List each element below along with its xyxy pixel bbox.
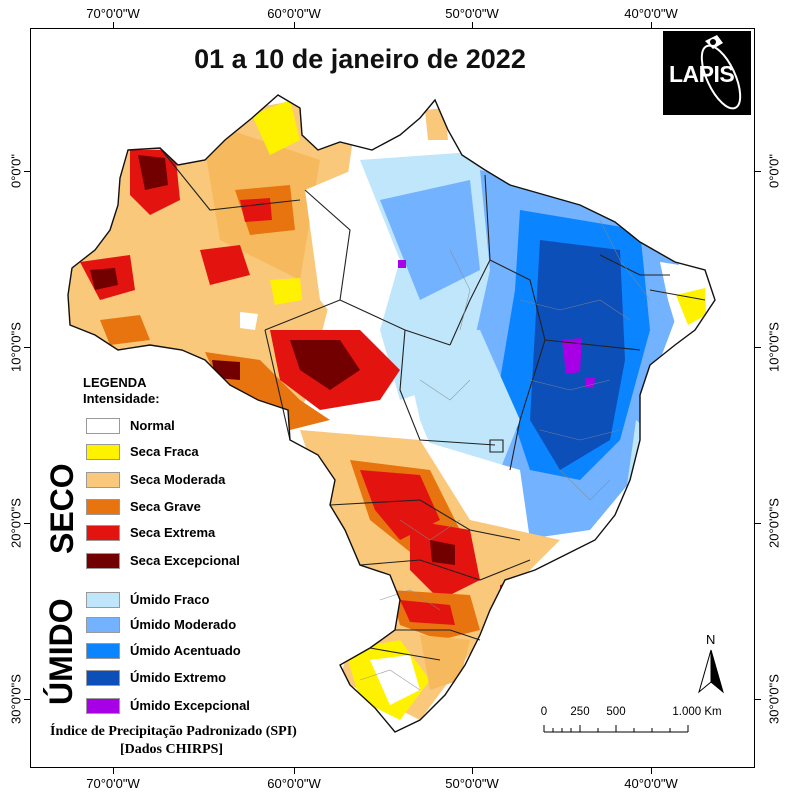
- legend-label: Úmido Excepcional: [130, 698, 250, 713]
- scale-bar-graphic: [543, 725, 689, 733]
- legend-swatch: [86, 553, 120, 569]
- longitude-label-bottom-50w: 50°0'0"W: [445, 776, 499, 791]
- legend-label: Seca Excepcional: [130, 553, 240, 568]
- north-arrow-icon: [698, 649, 724, 694]
- frame-tick: [651, 22, 652, 28]
- municipal-borders: [359, 219, 651, 691]
- lapis-logo: LAPIS: [663, 31, 751, 115]
- frame-tick: [755, 523, 761, 524]
- legend-label: Úmido Extremo: [130, 670, 227, 685]
- legend-label: Úmido Acentuado: [130, 643, 241, 658]
- spi-data-source: [Dados CHIRPS]: [120, 742, 224, 757]
- longitude-label-top-40w: 40°0'0"W: [624, 6, 678, 21]
- legend-swatch: [86, 698, 120, 714]
- frame-tick: [755, 347, 761, 348]
- satellite-icon: [700, 35, 742, 110]
- frame-tick: [651, 768, 652, 774]
- spi-index-title: Índice de Precipitação Padronizado (SPI): [50, 724, 297, 739]
- legend-label: Úmido Fraco: [130, 592, 210, 607]
- longitude-label-top-70w: 70°0'0"W: [86, 6, 140, 21]
- legend-swatch: [86, 592, 120, 608]
- legend-label: Seca Fraca: [130, 444, 199, 459]
- legend-label: Úmido Moderado: [130, 617, 237, 632]
- north-label: N: [706, 632, 716, 647]
- frame-tick: [24, 347, 30, 348]
- legend-label: Seca Moderada: [130, 472, 226, 487]
- frame-tick: [472, 768, 473, 774]
- scale-bar: 0 250 500 1.000 Km: [540, 706, 740, 746]
- logo-text: LAPIS: [669, 61, 735, 87]
- legend-swatch: [86, 525, 120, 541]
- legend-label: Seca Grave: [130, 499, 201, 514]
- legend-swatch: [86, 472, 120, 488]
- frame-tick: [472, 22, 473, 28]
- scale-label-0: 0: [540, 706, 548, 718]
- frame-tick: [755, 699, 761, 700]
- state-borders: [159, 147, 706, 661]
- map-title: 01 a 10 de janeiro de 2022: [194, 44, 526, 74]
- scale-label-1000: 1.000 Km: [672, 706, 722, 718]
- longitude-label-top-50w: 50°0'0"W: [445, 6, 499, 21]
- north-arrow: N: [694, 632, 728, 696]
- legend-subheading: Intensidade:: [83, 391, 160, 406]
- frame-tick: [755, 171, 761, 172]
- legend-swatch: [86, 499, 120, 515]
- scale-label-250: 250: [570, 706, 590, 718]
- frame-tick: [24, 699, 30, 700]
- legend-label: Seca Extrema: [130, 525, 216, 540]
- legend-heading: LEGENDA: [83, 375, 147, 390]
- frame-tick: [294, 768, 295, 774]
- legend-label-normal: Normal: [130, 418, 175, 433]
- longitude-label-bottom-40w: 40°0'0"W: [624, 776, 678, 791]
- legend-swatch-normal: [86, 418, 120, 434]
- longitude-label-top-60w: 60°0'0"W: [267, 6, 321, 21]
- legend-title: LEGENDA Intensidade:: [83, 375, 160, 407]
- legend-swatch: [86, 444, 120, 460]
- frame-tick: [113, 768, 114, 774]
- longitude-label-bottom-60w: 60°0'0"W: [267, 776, 321, 791]
- legend-swatch: [86, 617, 120, 633]
- frame-tick: [24, 171, 30, 172]
- frame-tick: [294, 22, 295, 28]
- frame-tick: [24, 523, 30, 524]
- longitude-label-bottom-70w: 70°0'0"W: [86, 776, 140, 791]
- scale-label-500: 500: [606, 706, 626, 718]
- seco-group-label: SECO: [44, 463, 80, 554]
- legend-swatch: [86, 670, 120, 686]
- frame-tick: [113, 22, 114, 28]
- umido-group-label: ÚMIDO: [43, 598, 79, 705]
- legend-swatch: [86, 643, 120, 659]
